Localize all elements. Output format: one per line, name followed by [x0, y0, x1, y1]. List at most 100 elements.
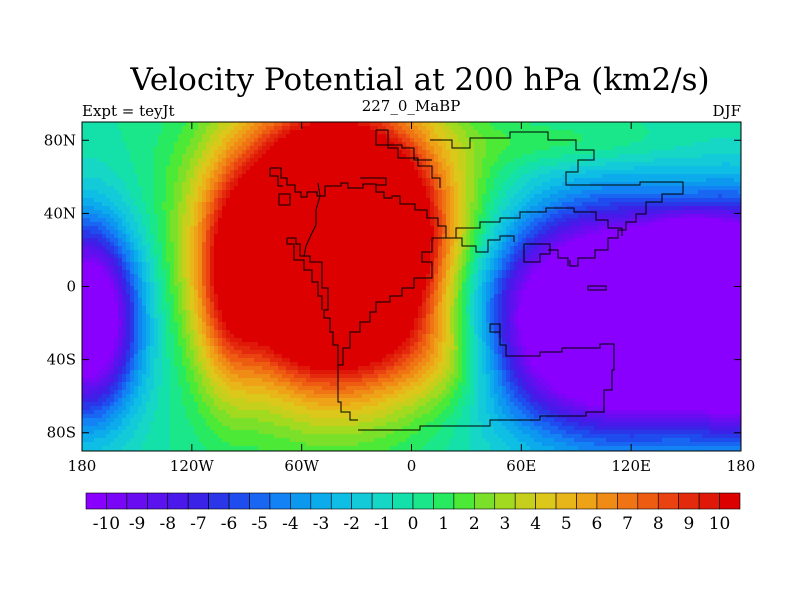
field-cell [582, 230, 587, 235]
field-cell [566, 142, 571, 147]
field-cell [682, 146, 687, 151]
field-cell [430, 150, 435, 155]
field-cell [534, 138, 539, 143]
field-cell [586, 198, 591, 203]
field-cell [562, 230, 567, 235]
field-cell [374, 174, 379, 179]
field-cell [638, 194, 643, 199]
field-cell [198, 154, 203, 159]
field-cell [606, 158, 611, 163]
field-cell [534, 190, 539, 195]
field-cell [122, 214, 127, 219]
field-cell [650, 126, 655, 131]
field-cell [410, 222, 415, 227]
field-cell [266, 170, 271, 175]
field-cell [674, 162, 679, 167]
field-cell [434, 202, 439, 207]
field-cell [626, 190, 631, 195]
field-cell [534, 222, 539, 227]
field-cell [254, 150, 259, 155]
field-cell [110, 182, 115, 187]
field-cell [486, 190, 491, 195]
field-cell [314, 230, 319, 235]
field-cell [374, 206, 379, 211]
field-cell [722, 126, 727, 131]
field-cell [210, 230, 215, 235]
field-cell [654, 202, 659, 207]
field-cell [410, 158, 415, 163]
field-cell [650, 142, 655, 147]
field-cell [558, 154, 563, 159]
field-cell [662, 186, 667, 191]
field-cell [442, 162, 447, 167]
field-cell [574, 186, 579, 191]
field-cell [158, 190, 163, 195]
field-cell [622, 130, 627, 135]
field-cell [446, 122, 451, 127]
field-cell [678, 122, 683, 127]
field-cell [226, 174, 231, 179]
field-cell [466, 174, 471, 179]
field-cell [566, 130, 571, 135]
field-cell [186, 230, 191, 235]
field-cell [738, 146, 741, 151]
field-cell [670, 182, 675, 187]
field-cell [310, 182, 315, 187]
field-cell [398, 210, 403, 215]
field-cell [450, 190, 455, 195]
field-cell [122, 170, 127, 175]
field-cell [238, 230, 243, 235]
field-cell [394, 142, 399, 147]
field-cell [594, 186, 599, 191]
field-cell [698, 218, 703, 223]
field-cell [450, 154, 455, 159]
field-cell [426, 162, 431, 167]
field-cell [414, 166, 419, 171]
field-cell [90, 162, 95, 167]
field-cell [734, 214, 739, 219]
field-cell [418, 150, 423, 155]
field-cell [194, 190, 199, 195]
field-cell [458, 162, 463, 167]
field-cell [438, 142, 443, 147]
field-cell [366, 126, 371, 131]
field-cell [198, 126, 203, 131]
field-cell [222, 122, 227, 127]
field-cell [438, 234, 443, 239]
field-cell [714, 150, 719, 155]
field-cell [706, 178, 711, 183]
field-cell [642, 206, 647, 211]
field-cell [526, 186, 531, 191]
field-cell [166, 170, 171, 175]
field-cell [118, 178, 123, 183]
field-cell [478, 174, 483, 179]
field-cell [334, 194, 339, 199]
field-cell [290, 234, 295, 239]
field-cell [302, 214, 307, 219]
field-cell [622, 182, 627, 187]
field-cell [310, 146, 315, 151]
field-cell [202, 214, 207, 219]
field-cell [638, 146, 643, 151]
field-cell [438, 218, 443, 223]
field-cell [234, 134, 239, 139]
field-cell [602, 122, 607, 127]
field-cell [190, 186, 195, 191]
field-cell [686, 174, 691, 179]
field-cell [278, 126, 283, 131]
field-cell [294, 182, 299, 187]
field-cell [442, 174, 447, 179]
field-cell [126, 234, 131, 239]
field-cell [298, 178, 303, 183]
field-cell [738, 122, 741, 127]
field-cell [554, 198, 559, 203]
field-cell [530, 222, 535, 227]
field-cell [462, 206, 467, 211]
field-cell [626, 226, 631, 231]
field-cell [310, 194, 315, 199]
field-cell [438, 210, 443, 215]
field-cell [98, 214, 103, 219]
field-cell [182, 134, 187, 139]
field-cell [646, 162, 651, 167]
field-cell [658, 146, 663, 151]
